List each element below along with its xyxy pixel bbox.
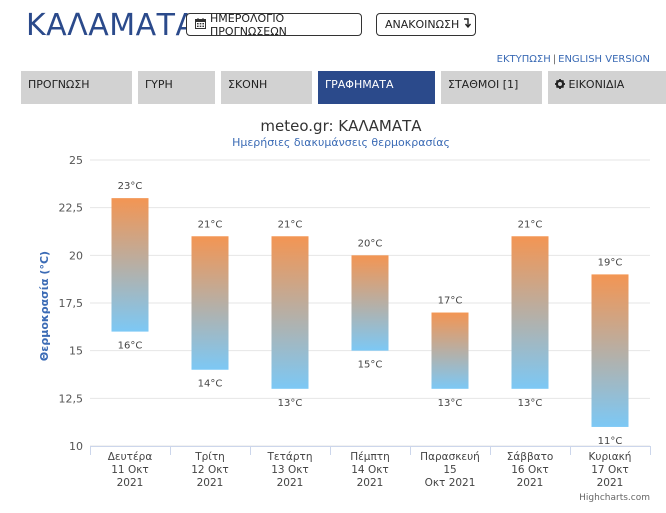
temperature-range-bar[interactable]	[351, 255, 389, 351]
y-tick-label: 10	[69, 440, 83, 453]
links-separator: |	[552, 54, 557, 65]
tab-dust-label: ΣΚΟΝΗ	[228, 78, 268, 91]
low-temp-label: 13°C	[438, 398, 463, 409]
data-labels: 23°C 16°C 21°C 14°C 21°C 13°C 20°C 15°C 17°C 13°C…	[118, 181, 623, 447]
chart-subtitle: Ημερήσιες διακυμάνσεις θερμοκρασίας	[232, 136, 450, 149]
y-tick-label: 22,5	[59, 202, 84, 215]
tab-forecast[interactable]: ΠΡΟΓΝΩΣΗ	[21, 71, 132, 104]
tab-stations[interactable]: ΣΤΑΘΜΟΙ [1]	[441, 71, 542, 104]
tab-dust[interactable]: ΣΚΟΝΗ	[221, 71, 312, 104]
y-tick-label: 12,5	[59, 392, 84, 405]
tab-pollen-label: ΓΥΡΗ	[145, 78, 173, 91]
low-temp-label: 13°C	[278, 398, 303, 409]
tab-forecast-label: ΠΡΟΓΝΩΣΗ	[28, 78, 90, 91]
high-temp-label: 23°C	[118, 181, 143, 192]
city-title: ΚΑΛΑΜΑΤΑ	[26, 8, 197, 43]
chart-svg: meteo.gr: ΚΑΛΑΜΑΤΑ Ημερήσιες διακυμάνσει…	[38, 117, 651, 503]
tab-pollen[interactable]: ΓΥΡΗ	[138, 71, 215, 104]
low-temp-label: 14°C	[198, 379, 223, 390]
temperature-range-bar[interactable]	[191, 236, 229, 370]
y-axis-ticks: 10 12,5 15 17,5 20 22,5 25	[59, 154, 84, 453]
temperature-chart: meteo.gr: ΚΑΛΑΜΑΤΑ Ημερήσιες διακυμάνσει…	[0, 110, 666, 513]
gear-icon	[555, 78, 569, 91]
y-tick-label: 15	[69, 345, 83, 358]
low-temp-label: 13°C	[518, 398, 543, 409]
temperature-range-bar[interactable]	[111, 198, 149, 332]
y-tick-label: 17,5	[59, 297, 84, 310]
calendar-icon	[195, 17, 206, 32]
x-axis-ticks: Δευτέρα 11 Οκτ 2021 Τρίτη 12 Οκτ 2021 Τετάρτη 1…	[90, 446, 651, 489]
top-links: ΕΚΤΥΠΩΣΗ | ENGLISH VERSION	[497, 54, 650, 65]
forecast-calendar-label: ΗΜΕΡΟΛΟΓΙΟ ΠΡΟΓΝΩΣΕΩΝ	[210, 11, 287, 38]
temperature-range-bar[interactable]	[431, 312, 469, 389]
x-tick-label: Πέμπτη 14 Οκτ 2021	[350, 451, 390, 489]
x-tick-label: Τετάρτη 13 Οκτ 2021	[267, 451, 313, 489]
bars	[111, 198, 629, 427]
print-link[interactable]: ΕΚΤΥΠΩΣΗ	[496, 54, 551, 65]
tab-widgets-label: ΕΙΚΟΝΙΔΙΑ	[568, 78, 625, 91]
temperature-range-bar[interactable]	[511, 236, 549, 389]
tab-widgets[interactable]: ΕΙΚΟΝΙΔΙΑ	[548, 71, 666, 104]
return-arrow-icon	[463, 18, 472, 31]
x-tick-label: Τρίτη 12 Οκτ 2021	[191, 451, 228, 489]
high-temp-label: 19°C	[598, 257, 623, 268]
low-temp-label: 15°C	[358, 360, 383, 371]
high-temp-label: 21°C	[518, 219, 543, 230]
announcement-label: ΑΝΑΚΟΙΝΩΣΗ	[385, 18, 460, 31]
low-temp-label: 11°C	[598, 436, 623, 447]
high-temp-label: 20°C	[358, 238, 383, 249]
temperature-range-bar[interactable]	[591, 274, 629, 427]
y-tick-label: 25	[69, 154, 83, 167]
chart-title: meteo.gr: ΚΑΛΑΜΑΤΑ	[260, 117, 422, 135]
temperature-range-bar[interactable]	[271, 236, 309, 389]
high-temp-label: 21°C	[278, 219, 303, 230]
tab-graphs-label: ΓΡΑΦΗΜΑΤΑ	[325, 78, 394, 91]
high-temp-label: 21°C	[198, 219, 223, 230]
highcharts-credits[interactable]: Highcharts.com	[579, 493, 650, 503]
x-tick-label: Κυριακή 17 Οκτ 2021	[589, 451, 632, 489]
y-tick-label: 20	[69, 249, 83, 262]
tab-stations-label: ΣΤΑΘΜΟΙ [1]	[448, 78, 519, 91]
y-axis-label: Θερμοκρασία (°C)	[38, 251, 51, 361]
announcement-button[interactable]: ΑΝΑΚΟΙΝΩΣΗ	[376, 13, 476, 36]
english-version-link[interactable]: ENGLISH VERSION	[558, 54, 650, 65]
tab-graphs[interactable]: ΓΡΑΦΗΜΑΤΑ	[318, 71, 435, 104]
x-tick-label: Παρασκευή 15 Οκτ 2021	[420, 451, 480, 489]
x-tick-label: Σάββατο 16 Οκτ 2021	[507, 451, 554, 489]
high-temp-label: 17°C	[438, 296, 463, 307]
x-tick-label: Δευτέρα 11 Οκτ 2021	[108, 451, 153, 489]
low-temp-label: 16°C	[118, 341, 143, 352]
forecast-calendar-button[interactable]: ΗΜΕΡΟΛΟΓΙΟ ΠΡΟΓΝΩΣΕΩΝ	[186, 11, 362, 38]
